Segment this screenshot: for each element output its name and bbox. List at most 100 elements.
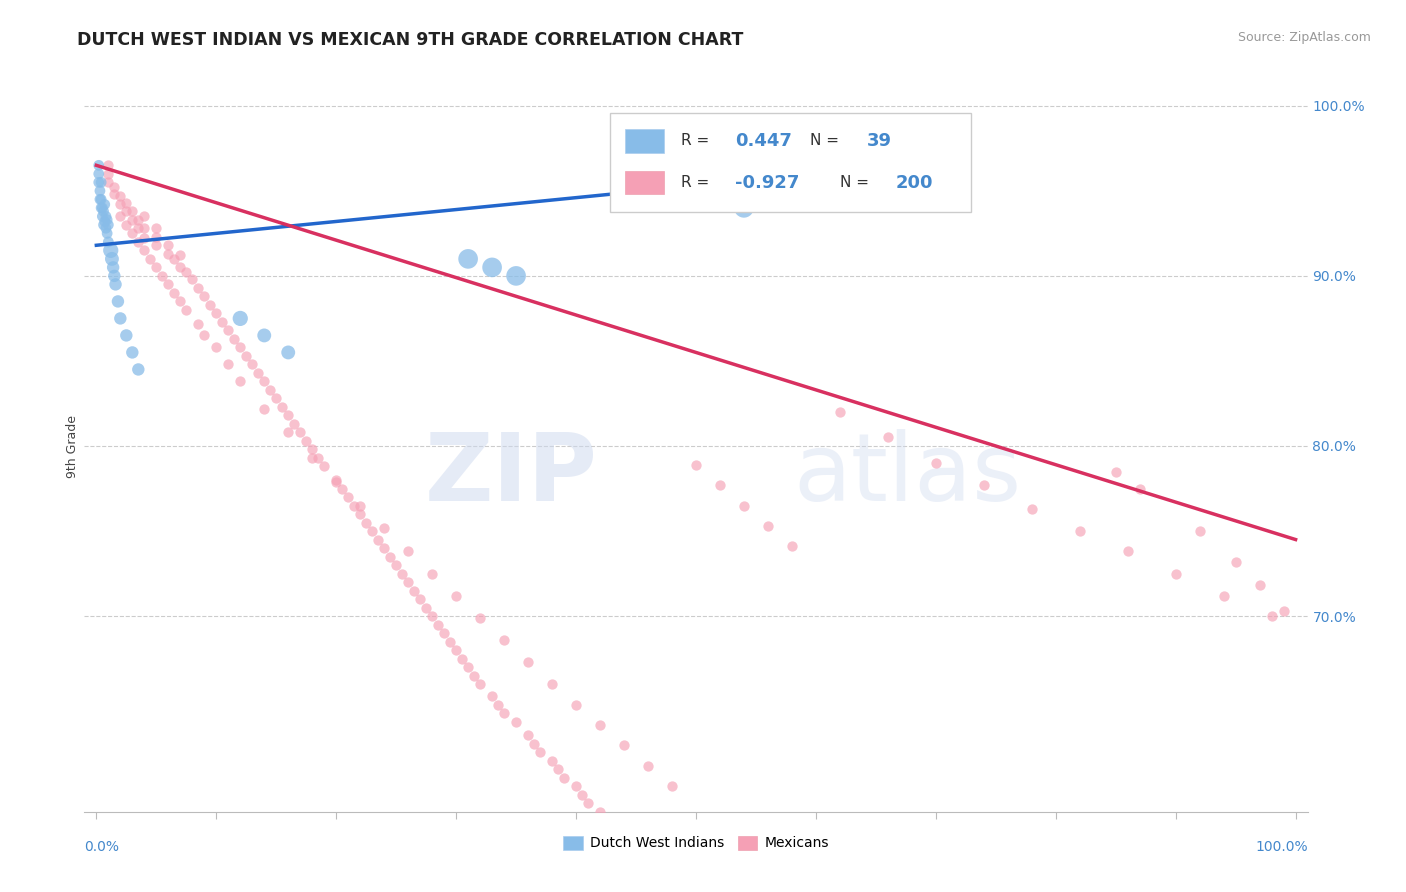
Point xyxy=(93,214,117,228)
Point xyxy=(229,340,252,354)
Point xyxy=(121,212,143,227)
Point xyxy=(283,417,305,431)
Point xyxy=(451,651,474,665)
Point xyxy=(103,187,125,202)
Point xyxy=(90,175,112,189)
Point xyxy=(780,540,803,554)
Point xyxy=(87,167,110,181)
Point xyxy=(97,175,120,189)
Point xyxy=(314,459,336,474)
Point xyxy=(134,221,156,235)
Point xyxy=(349,507,371,521)
Point xyxy=(96,227,118,241)
Point xyxy=(828,405,851,419)
Point xyxy=(253,375,276,389)
Point xyxy=(325,473,347,487)
Point xyxy=(439,634,461,648)
Point xyxy=(115,204,138,219)
Point xyxy=(756,519,779,533)
Point xyxy=(97,167,120,181)
Text: N =: N = xyxy=(810,134,844,148)
Point xyxy=(876,430,898,444)
Point xyxy=(145,260,167,275)
Point xyxy=(547,762,569,776)
Point xyxy=(481,260,503,275)
Text: R =: R = xyxy=(682,175,714,190)
Point xyxy=(157,277,180,292)
Point xyxy=(187,317,209,331)
Point xyxy=(613,739,636,753)
Point xyxy=(349,499,371,513)
Text: -0.927: -0.927 xyxy=(735,174,800,192)
Point xyxy=(494,706,516,720)
Point xyxy=(101,252,124,266)
Point xyxy=(97,235,120,249)
Point xyxy=(145,229,167,244)
Point xyxy=(97,218,120,232)
Point xyxy=(1105,465,1128,479)
Text: 0.447: 0.447 xyxy=(735,132,792,150)
Point xyxy=(157,247,180,261)
Point xyxy=(1129,482,1152,496)
Point xyxy=(121,345,143,359)
Point xyxy=(217,323,239,337)
Point xyxy=(259,383,281,397)
Point xyxy=(104,277,127,292)
Point xyxy=(134,244,156,258)
Point xyxy=(163,252,186,266)
Point xyxy=(174,265,197,279)
Point xyxy=(354,516,377,530)
Point xyxy=(457,660,479,674)
Point xyxy=(110,311,132,326)
Point xyxy=(193,289,215,303)
Point xyxy=(1212,589,1234,603)
Point xyxy=(264,392,287,406)
Point xyxy=(93,204,115,219)
Point xyxy=(253,401,276,416)
Point xyxy=(973,478,995,492)
Point xyxy=(589,805,612,819)
Point xyxy=(89,192,111,206)
Point xyxy=(169,248,191,262)
Point xyxy=(661,779,683,793)
Point xyxy=(600,816,623,830)
Bar xyxy=(626,171,664,194)
Point xyxy=(541,754,564,768)
Point xyxy=(576,796,599,810)
Point xyxy=(517,655,540,669)
Point xyxy=(107,294,129,309)
Point xyxy=(90,192,112,206)
Point xyxy=(505,268,527,283)
Point xyxy=(100,244,122,258)
Point xyxy=(1164,566,1187,581)
Point xyxy=(103,268,125,283)
Point xyxy=(87,175,110,189)
Point xyxy=(174,302,197,317)
Point xyxy=(97,158,120,172)
Point xyxy=(517,728,540,742)
Text: Source: ZipAtlas.com: Source: ZipAtlas.com xyxy=(1237,31,1371,45)
Point xyxy=(325,475,347,489)
Point xyxy=(139,252,162,266)
Point xyxy=(277,425,299,440)
Point xyxy=(169,294,191,309)
Point xyxy=(589,718,612,732)
Text: 200: 200 xyxy=(896,174,932,192)
Point xyxy=(361,524,384,538)
Point xyxy=(494,632,516,647)
Point xyxy=(94,221,117,235)
Point xyxy=(181,272,204,286)
Point xyxy=(103,180,125,194)
Point xyxy=(110,189,132,203)
Point xyxy=(409,592,432,607)
Point xyxy=(110,210,132,224)
Point xyxy=(157,238,180,252)
Point xyxy=(733,201,755,215)
Point xyxy=(637,759,659,773)
Point xyxy=(253,328,276,343)
Point xyxy=(420,609,443,624)
Point xyxy=(396,575,419,590)
Point xyxy=(330,482,353,496)
Point xyxy=(91,201,114,215)
Text: atlas: atlas xyxy=(794,429,1022,521)
